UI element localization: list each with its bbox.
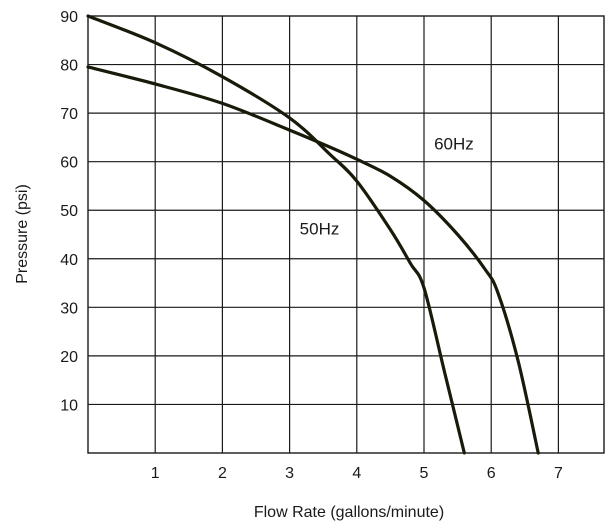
curves	[86, 14, 540, 455]
y-axis-label: Pressure (psi)	[14, 184, 31, 284]
x-tick-label: 5	[420, 465, 429, 482]
curve-60hz	[86, 65, 540, 455]
annotation-60hz: 60Hz	[434, 135, 474, 154]
y-tick-label: 60	[60, 155, 78, 172]
y-tick-label: 80	[60, 58, 78, 75]
x-tick-label: 3	[285, 465, 294, 482]
x-tick-label: 1	[151, 465, 160, 482]
tick-labels: 1 2 3 4 5 6 7 10 20 30 40 50 60 70 80 90	[60, 9, 563, 482]
y-tick-label: 30	[60, 300, 78, 317]
curve-50hz	[86, 14, 466, 455]
y-tick-label: 90	[60, 9, 78, 26]
annotations: 60Hz 50Hz	[300, 135, 474, 239]
x-tick-label: 6	[487, 465, 496, 482]
y-tick-label: 10	[60, 397, 78, 414]
y-tick-label: 70	[60, 106, 78, 123]
plot-frame	[87, 15, 605, 454]
x-axis-label: Flow Rate (gallons/minute)	[254, 504, 444, 521]
y-tick-label: 40	[60, 252, 78, 269]
y-tick-label: 20	[60, 349, 78, 366]
y-tick-label: 50	[60, 203, 78, 220]
grid-lines	[87, 15, 605, 454]
x-tick-label: 2	[218, 465, 227, 482]
x-tick-label: 4	[352, 465, 361, 482]
x-tick-label: 7	[554, 465, 563, 482]
annotation-50hz: 50Hz	[300, 220, 340, 239]
